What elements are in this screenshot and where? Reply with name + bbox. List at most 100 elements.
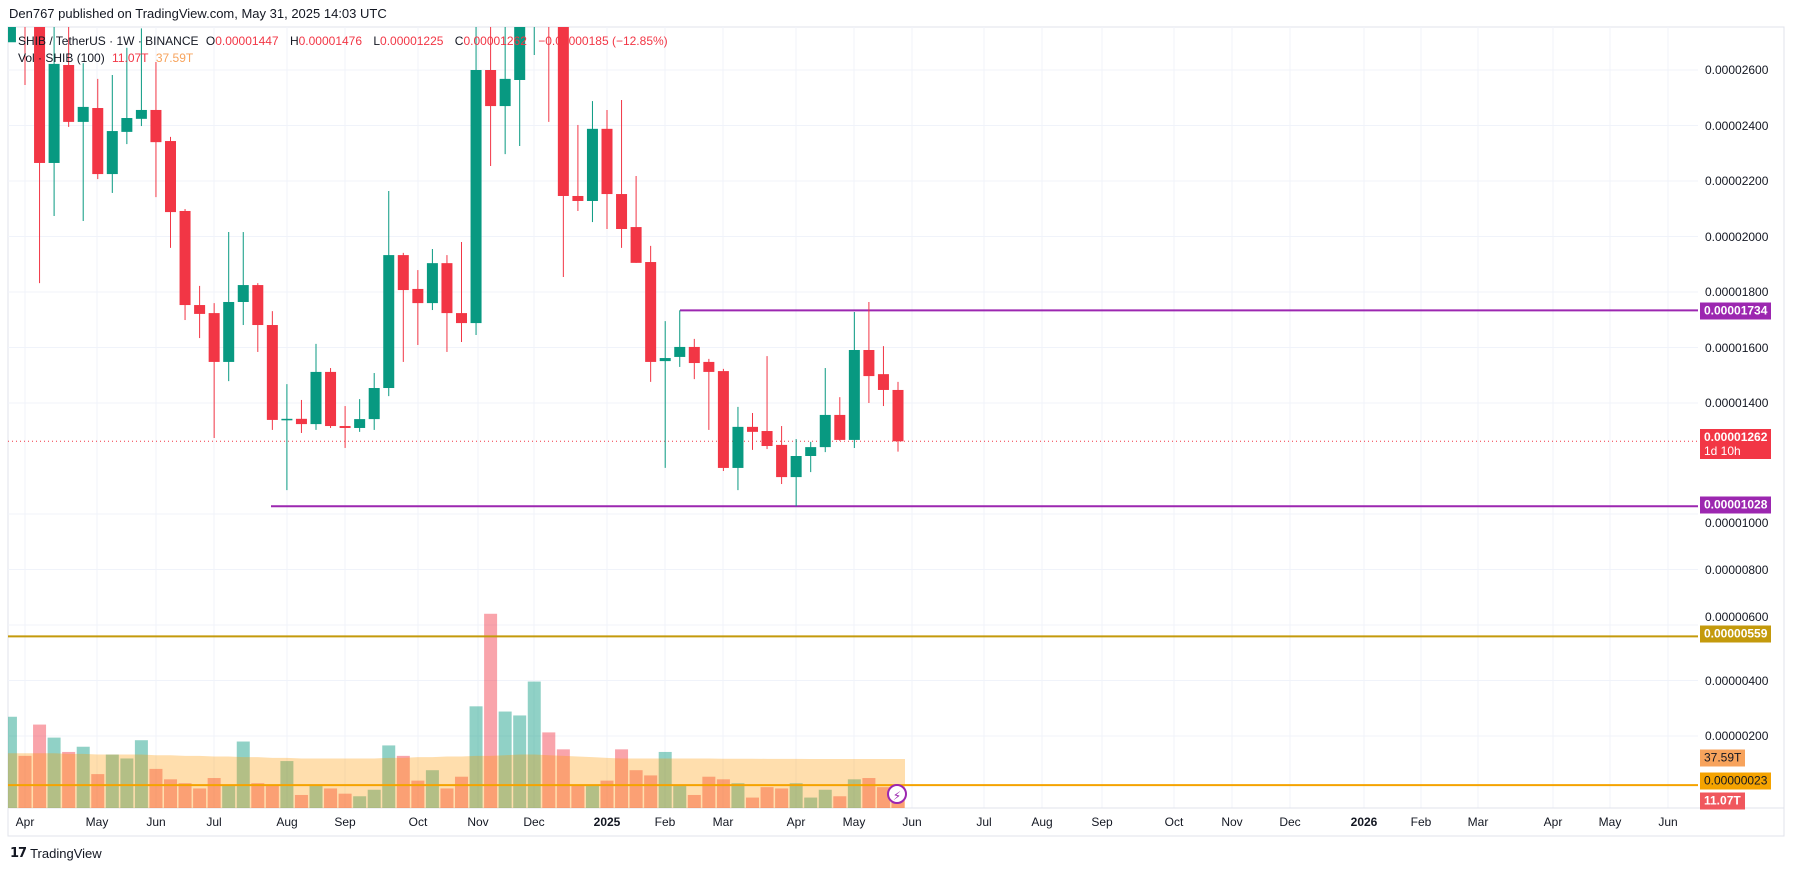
candle-body xyxy=(223,301,235,362)
candle-body xyxy=(252,285,264,326)
candle xyxy=(572,124,584,211)
level-tag-559: 0.00000559 xyxy=(1700,625,1772,643)
candle xyxy=(48,27,60,216)
candle xyxy=(848,311,860,448)
time-axis-label: Oct xyxy=(1164,815,1184,829)
candle-body xyxy=(659,358,671,362)
candle xyxy=(281,384,293,491)
volume-bar xyxy=(673,785,687,808)
candle xyxy=(194,285,206,339)
lightning-icon[interactable]: ⚡ xyxy=(887,784,907,804)
candle xyxy=(252,283,264,352)
volume-bar xyxy=(469,706,483,808)
volume-bar xyxy=(615,749,629,808)
price-axis-label: 0.00000600 xyxy=(1705,609,1769,624)
time-axis-label: Jun xyxy=(1658,815,1678,829)
time-axis-label: Jul xyxy=(206,815,222,829)
volume-legend: Vol · SHIB (100) 11.07T 37.59T xyxy=(18,51,197,65)
candle xyxy=(165,136,176,248)
volume-bar xyxy=(833,796,847,808)
candle xyxy=(179,209,191,321)
candle xyxy=(63,27,75,127)
volume-bar xyxy=(775,788,789,808)
candle xyxy=(441,255,453,352)
tradingview-logo[interactable]: 𝟭𝟳 TradingView xyxy=(10,845,102,861)
candle xyxy=(529,0,540,56)
volume-ma-tag: 37.59T xyxy=(1700,749,1746,767)
volume-bar xyxy=(542,732,556,808)
volume-bar xyxy=(193,788,207,808)
volume-bar xyxy=(571,784,585,808)
candle xyxy=(368,373,380,430)
candle xyxy=(717,368,729,471)
countdown: 1d 10h xyxy=(1704,444,1741,458)
candle xyxy=(456,242,467,342)
price-axis-label: 0.00001600 xyxy=(1705,340,1769,355)
candle-body xyxy=(383,255,395,389)
candle-body xyxy=(179,210,191,306)
candle-body xyxy=(645,262,657,362)
candle-body xyxy=(485,70,497,107)
time-axis-label: Jul xyxy=(976,815,992,829)
candle-body xyxy=(165,141,176,213)
candle xyxy=(877,346,889,407)
symbol-title[interactable]: SHIB / TetherUS · 1W · BINANCE xyxy=(18,34,199,48)
volume-title[interactable]: Vol · SHIB (100) xyxy=(18,51,105,65)
candle xyxy=(761,356,773,450)
candle-body xyxy=(848,349,860,440)
candle xyxy=(92,78,104,180)
volume-bar xyxy=(629,770,643,808)
volume-bar xyxy=(178,783,192,808)
candle xyxy=(237,232,249,326)
volume-bar xyxy=(731,783,745,808)
candle-body xyxy=(266,325,278,420)
candle xyxy=(397,252,409,362)
candle-body xyxy=(529,0,540,9)
time-axis-label: Apr xyxy=(1543,815,1563,829)
candle-body xyxy=(674,346,686,357)
volume-bar xyxy=(294,794,308,808)
candle-body xyxy=(106,131,118,175)
volume-bar xyxy=(149,768,163,808)
time-axis-label: Feb xyxy=(1410,815,1432,829)
candle xyxy=(266,311,278,430)
candle-body xyxy=(761,431,773,447)
volume-bar xyxy=(382,745,396,808)
candle xyxy=(470,27,482,336)
candle-body xyxy=(630,227,642,263)
candle-body xyxy=(310,371,322,425)
volume-bar xyxy=(498,711,512,808)
volume-bar xyxy=(251,783,265,808)
candle-body xyxy=(499,78,511,107)
candle xyxy=(499,27,511,155)
candle xyxy=(24,27,26,85)
volume-bar xyxy=(716,779,730,808)
price-axis-label: 0.00000800 xyxy=(1705,562,1769,577)
candle-body xyxy=(34,27,46,163)
candle-body xyxy=(601,128,613,195)
time-axis-label: Sep xyxy=(334,815,356,829)
last-price: 0.00001262 xyxy=(1704,430,1768,444)
volume-bar xyxy=(222,784,236,808)
time-axis-label: Feb xyxy=(654,815,676,829)
time-axis-label: Nov xyxy=(1221,815,1243,829)
time-axis-label: Nov xyxy=(467,815,489,829)
volume-last-tag: 11.07T xyxy=(1700,792,1745,810)
volume-bar xyxy=(687,794,701,808)
candle-body xyxy=(732,426,744,468)
candle xyxy=(819,368,831,453)
candle-body xyxy=(339,426,351,428)
candle-body xyxy=(790,456,802,478)
volume-value: 11.07T xyxy=(112,51,149,65)
candle-body xyxy=(776,444,788,478)
price-axis-label: 0.00002200 xyxy=(1705,174,1769,188)
low-label: L xyxy=(373,34,381,48)
volume-bar xyxy=(484,613,498,808)
candle xyxy=(325,368,337,428)
candle-body xyxy=(8,27,16,43)
change-value: −0.00000185 (−12.85%) xyxy=(538,34,668,48)
candle xyxy=(34,27,46,284)
time-axis-label: Jun xyxy=(146,815,166,829)
candle-body xyxy=(354,419,366,428)
